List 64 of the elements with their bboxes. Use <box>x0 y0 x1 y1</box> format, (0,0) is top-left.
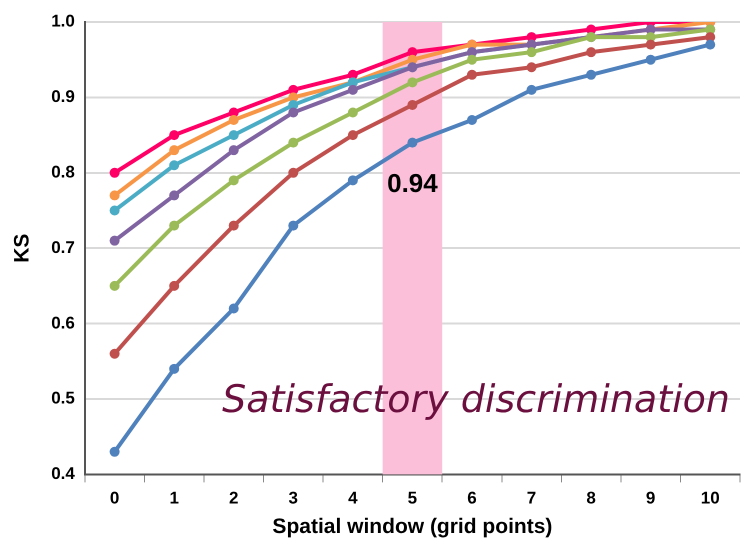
point <box>110 446 120 457</box>
y-axis-title: KS <box>10 234 34 263</box>
point <box>110 280 120 291</box>
point <box>466 70 477 80</box>
x-tick-label: 1 <box>169 488 179 508</box>
point <box>169 190 180 200</box>
point <box>228 145 239 156</box>
point <box>288 138 298 148</box>
point <box>110 236 120 246</box>
y-tick-label: 0.6 <box>51 313 75 332</box>
point <box>169 220 180 231</box>
x-tick-label: 10 <box>700 488 720 508</box>
point <box>110 206 120 216</box>
x-tick-label: 7 <box>526 488 536 508</box>
y-tick-label: 0.9 <box>51 87 75 106</box>
point <box>348 84 358 95</box>
x-axis-title: Spatial window (grid points) <box>272 515 552 538</box>
point <box>407 77 418 88</box>
point <box>526 47 537 58</box>
point <box>407 100 418 110</box>
point <box>348 107 358 118</box>
point <box>586 47 596 58</box>
x-tick-label: 0 <box>110 488 120 508</box>
point <box>705 40 716 50</box>
x-tick-label: 9 <box>646 488 656 508</box>
x-tick-label: 5 <box>408 488 418 508</box>
point <box>288 220 298 231</box>
x-tick-label: 8 <box>586 488 596 508</box>
point <box>586 70 596 80</box>
point <box>646 40 656 50</box>
point <box>288 168 298 178</box>
point <box>526 62 537 72</box>
point <box>169 130 180 140</box>
point <box>646 54 656 65</box>
point <box>110 168 120 178</box>
point <box>169 364 180 374</box>
y-tick-label: 0.8 <box>51 162 75 182</box>
point <box>288 107 298 118</box>
x-tick-label: 2 <box>229 488 238 508</box>
point <box>228 304 239 314</box>
x-tick-label: 4 <box>348 488 358 508</box>
y-tick-label: 0.4 <box>51 464 76 484</box>
point <box>228 115 239 126</box>
point <box>526 84 537 95</box>
point <box>110 348 120 359</box>
point <box>169 145 180 156</box>
point <box>228 175 239 186</box>
x-tick-label: 6 <box>467 488 477 508</box>
point <box>228 130 239 140</box>
annotation: Satisfactory discrimination <box>222 376 730 421</box>
y-tick-label: 1.0 <box>51 12 75 31</box>
point <box>466 115 477 126</box>
point <box>407 138 418 148</box>
point <box>228 220 239 231</box>
point <box>169 280 180 291</box>
y-tick-label: 0.7 <box>51 238 75 257</box>
point <box>466 54 477 65</box>
point <box>169 160 180 170</box>
y-tick-label: 0.5 <box>51 388 75 408</box>
point <box>348 175 358 186</box>
band-label: 0.94 <box>387 168 438 198</box>
x-tick-label: 3 <box>288 488 298 508</box>
point <box>348 130 358 140</box>
point <box>110 190 120 200</box>
